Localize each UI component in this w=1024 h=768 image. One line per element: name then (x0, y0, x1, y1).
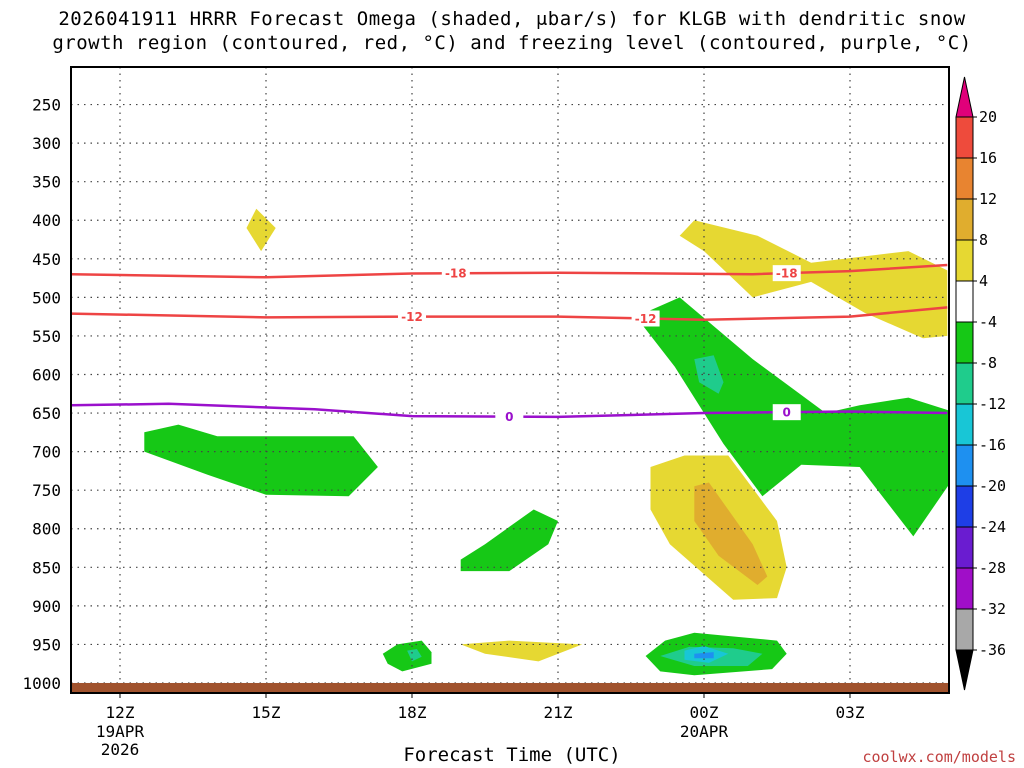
colorbar-label-16: 16 (979, 149, 997, 167)
x-tick-label-03Z: 03Z (836, 703, 865, 722)
colorbar-bin--36-to--32 (955, 608, 974, 651)
terrain-band (71, 682, 949, 693)
isotherm-minus18-label-bg-0 (441, 265, 470, 282)
isotherm-minus12-label-bg-1 (631, 310, 660, 327)
colorbar-bin--28-to--24 (955, 526, 974, 569)
x-tick-year-12Z: 2026 (101, 740, 140, 759)
y-tick-label-450: 450 (32, 250, 61, 269)
x-tick-label-00Z: 00Z (690, 703, 719, 722)
y-tick-label-300: 300 (32, 134, 61, 153)
x-tick-label-12Z: 12Z (106, 703, 135, 722)
y-tick-label-900: 900 (32, 597, 61, 616)
colorbar-arrow-bottom (955, 649, 974, 691)
isotherm-minus18-line (71, 263, 948, 279)
y-tick-label-750: 750 (32, 481, 61, 500)
x-tick-date-12Z: 19APR (96, 722, 145, 741)
colorbar-bin--8-to--4 (955, 321, 974, 364)
omega-region-descent-15z (144, 424, 378, 497)
omega-region-descent-20z (460, 509, 558, 572)
colorbar-bin--20-to--16 (955, 444, 974, 487)
omega-region-descent-18z-low-core (407, 649, 422, 662)
x-tick-date-00Z: 20APR (680, 722, 729, 741)
colorbar-bin--4-to-4 (955, 280, 974, 323)
colorbar-label-20: 20 (979, 108, 997, 126)
colorbar-label--8: -8 (979, 354, 997, 372)
terrain-layer (71, 682, 949, 693)
colorbar-bin--32-to--28 (955, 567, 974, 610)
colorbar-label--20: -20 (979, 477, 1006, 495)
x-tick-label-15Z: 15Z (252, 703, 281, 722)
colorbar-bin--16-to--12 (955, 403, 974, 446)
y-tick-label-500: 500 (32, 288, 61, 307)
isotherm-minus12-label-bg-0 (398, 308, 426, 325)
omega-region-descent-2330z-low-max (694, 652, 714, 659)
y-tick-label-600: 600 (32, 365, 61, 384)
y-tick-label-700: 700 (32, 443, 61, 462)
chart-title-line-1: 2026041911 HRRR Forecast Omega (shaded, … (58, 8, 966, 30)
x-tick-label-21Z: 21Z (544, 703, 573, 722)
x-axis-title: Forecast Time (UTC) (403, 744, 621, 766)
colorbar-bin--12-to--8 (955, 362, 974, 405)
colorbar-arrow-top (955, 76, 974, 118)
y-tick-label-250: 250 (32, 96, 61, 115)
omega-shading (144, 208, 949, 676)
plot-frame (70, 66, 950, 694)
colorbar-bin-16-to-20 (955, 116, 974, 159)
site-credit: coolwx.com/models (862, 748, 1016, 766)
colorbar-label--36: -36 (979, 641, 1006, 659)
colorbar-bin-4-to-8 (955, 239, 974, 282)
freezing-level-label-bg-1 (772, 404, 801, 421)
y-tick-label-400: 400 (32, 211, 61, 230)
colorbar-label--4: -4 (979, 313, 997, 331)
pressure-axis: 250 300 350 400 450 500 550 600 650 700 750 800 850 9… (22, 96, 61, 693)
omega-region-ascent-21z-low (460, 640, 583, 662)
y-tick-label-650: 650 (32, 404, 61, 423)
colorbar-label--16: -16 (979, 436, 1006, 454)
omega-region-upper-ascent-small (246, 208, 276, 252)
colorbar-label-12: 12 (979, 190, 997, 208)
freezing-level-label-0: 0 (505, 410, 513, 424)
grid-lines (71, 67, 949, 693)
isotherm-minus12-label-0: -12 (401, 310, 423, 324)
omega-region-ascent-2330z (694, 482, 768, 585)
colorbar-label--32: -32 (979, 600, 1006, 618)
chart-title-line-2: growth region (contoured, red, °C) and f… (52, 32, 972, 54)
freezing-level-line (71, 402, 948, 419)
omega-region-descent-18z-low (382, 640, 432, 672)
temperature-contours: -18 -18 -12 -12 0 0 (71, 263, 948, 425)
y-tick-label-1000: 1000 (22, 674, 61, 693)
freezing-level-label-1: 0 (783, 406, 791, 420)
isotherm-minus12-line (71, 306, 948, 321)
isotherm-minus12-label-1: -12 (635, 312, 657, 326)
isotherm-minus18-label-1: -18 (776, 267, 798, 281)
isotherm-minus18-label-0: -18 (445, 267, 467, 281)
y-tick-label-850: 850 (32, 558, 61, 577)
isotherm-minus18-label-bg-1 (772, 265, 801, 282)
colorbar-label-4: 4 (979, 272, 988, 290)
y-tick-label-550: 550 (32, 327, 61, 346)
colorbar-bin-8-to-12 (955, 198, 974, 241)
colorbar-label--24: -24 (979, 518, 1006, 536)
colorbar-label--12: -12 (979, 395, 1006, 413)
freezing-level-label-bg-0 (495, 408, 524, 425)
y-tick-label-800: 800 (32, 520, 61, 539)
colorbar-bin-12-to-16 (955, 157, 974, 200)
colorbar-label-8: 8 (979, 231, 988, 249)
omega-colorbar: 20 16 12 8 4 -4 -8 -12 -16 -20 -24 -28 -32 -36 (955, 76, 1006, 691)
y-tick-label-950: 950 (32, 635, 61, 654)
colorbar-label--28: -28 (979, 559, 1006, 577)
omega-region-upper-ascent-large (679, 220, 948, 339)
y-tick-label-350: 350 (32, 173, 61, 192)
colorbar-bin--24-to--20 (955, 485, 974, 528)
x-tick-label-18Z: 18Z (398, 703, 427, 722)
